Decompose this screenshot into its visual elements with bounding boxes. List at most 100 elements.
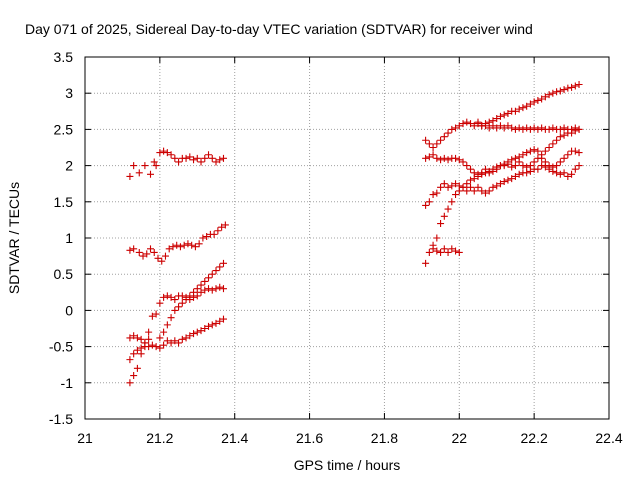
- series-sat-b: [126, 221, 229, 265]
- data-point: [474, 183, 482, 191]
- data-point: [444, 205, 452, 213]
- data-point: [197, 158, 205, 166]
- data-point: [463, 118, 471, 126]
- data-point: [560, 154, 568, 162]
- data-point: [444, 248, 452, 256]
- data-point: [553, 136, 561, 144]
- data-point: [459, 183, 467, 191]
- data-point: [178, 292, 186, 300]
- data-point: [448, 198, 456, 206]
- data-point: [190, 330, 198, 338]
- x-axis-label: GPS time / hours: [294, 457, 401, 473]
- data-point: [519, 162, 527, 170]
- x-tick-label: 21.4: [221, 430, 248, 446]
- data-point: [158, 257, 166, 265]
- data-point: [523, 169, 531, 177]
- data-point: [429, 191, 437, 199]
- data-point: [571, 165, 579, 173]
- data-point: [193, 154, 201, 162]
- data-point: [130, 245, 138, 253]
- data-point: [433, 154, 441, 162]
- data-point: [526, 125, 534, 133]
- data-point: [208, 321, 216, 329]
- data-point: [444, 183, 452, 191]
- data-point: [176, 243, 184, 251]
- data-point: [474, 118, 482, 126]
- data-point: [167, 293, 175, 301]
- data-point: [519, 125, 527, 133]
- data-point: [496, 162, 504, 170]
- data-point: [154, 254, 162, 262]
- data-markers: [126, 81, 583, 387]
- data-point: [208, 154, 216, 162]
- data-point: [193, 328, 201, 336]
- data-point: [500, 111, 508, 119]
- data-point: [481, 120, 489, 128]
- data-point: [452, 154, 460, 162]
- data-point: [156, 334, 164, 342]
- data-point: [493, 182, 501, 190]
- data-point: [208, 286, 216, 294]
- data-point: [444, 129, 452, 137]
- data-point: [530, 146, 538, 154]
- data-point: [163, 149, 171, 157]
- data-point: [508, 175, 516, 183]
- y-tick-label: 3: [65, 85, 73, 101]
- data-point: [126, 379, 134, 387]
- data-point: [515, 124, 523, 132]
- data-point: [493, 115, 501, 123]
- x-tick-label: 22: [451, 430, 467, 446]
- data-point: [538, 162, 546, 170]
- data-point: [530, 98, 538, 106]
- data-point: [493, 163, 501, 171]
- data-point: [463, 180, 471, 188]
- data-point: [504, 176, 512, 184]
- data-point: [190, 293, 198, 301]
- data-point: [191, 243, 199, 251]
- data-point: [152, 162, 160, 170]
- y-tick-label: 1: [65, 230, 73, 246]
- data-point: [485, 187, 493, 195]
- data-point: [511, 107, 519, 115]
- data-point: [148, 341, 156, 349]
- data-point: [219, 154, 227, 162]
- data-point: [433, 247, 441, 255]
- data-point: [571, 147, 579, 155]
- data-point: [448, 182, 456, 190]
- data-point: [455, 248, 463, 256]
- data-point: [504, 109, 512, 117]
- data-point: [496, 180, 504, 188]
- data-point: [203, 233, 211, 241]
- data-point: [538, 154, 546, 162]
- data-point: [523, 149, 531, 157]
- data-point: [511, 125, 519, 133]
- data-point: [160, 328, 168, 336]
- data-point: [186, 153, 194, 161]
- data-point: [422, 259, 430, 267]
- data-point: [171, 337, 179, 345]
- data-point: [135, 248, 143, 256]
- data-point: [440, 212, 448, 220]
- data-point: [463, 162, 471, 170]
- data-point: [553, 169, 561, 177]
- data-point: [205, 151, 213, 159]
- data-point: [145, 335, 153, 343]
- data-point: [523, 124, 531, 132]
- data-point: [216, 283, 224, 291]
- data-point: [526, 100, 534, 108]
- data-point: [452, 124, 460, 132]
- data-point: [455, 156, 463, 164]
- y-tick-label: 2: [65, 158, 73, 174]
- data-point: [212, 319, 220, 327]
- data-point: [163, 292, 171, 300]
- data-point: [575, 125, 583, 133]
- data-point: [470, 187, 478, 195]
- y-tick-label: 3.5: [54, 49, 74, 65]
- data-point: [429, 144, 437, 151]
- data-point: [534, 165, 542, 173]
- data-point: [496, 122, 504, 130]
- data-point: [440, 245, 448, 253]
- data-point: [167, 151, 175, 159]
- data-point: [504, 158, 512, 166]
- data-point: [150, 248, 158, 256]
